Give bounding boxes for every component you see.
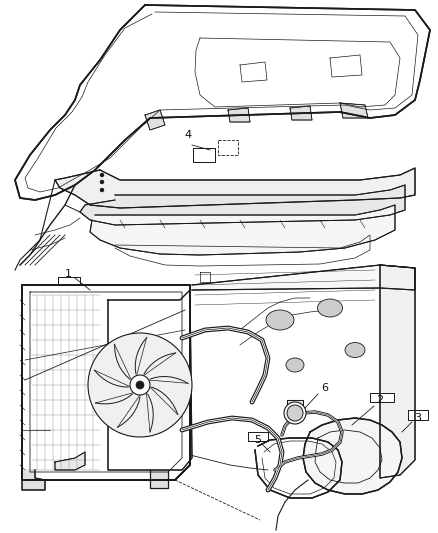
Polygon shape xyxy=(90,205,395,255)
Ellipse shape xyxy=(286,358,304,372)
Polygon shape xyxy=(193,148,215,162)
Polygon shape xyxy=(370,393,394,402)
Polygon shape xyxy=(22,285,190,480)
Text: 6: 6 xyxy=(321,383,328,393)
Polygon shape xyxy=(192,265,415,290)
Text: 2: 2 xyxy=(376,395,384,405)
Circle shape xyxy=(287,405,303,421)
Circle shape xyxy=(284,402,306,424)
Circle shape xyxy=(136,381,144,389)
Polygon shape xyxy=(228,108,250,122)
Circle shape xyxy=(100,181,103,183)
Circle shape xyxy=(100,189,103,191)
Circle shape xyxy=(130,375,150,395)
Polygon shape xyxy=(55,168,415,208)
Text: 4: 4 xyxy=(184,130,191,140)
Polygon shape xyxy=(145,110,165,130)
Text: 5: 5 xyxy=(254,435,261,445)
Polygon shape xyxy=(22,470,45,490)
Text: 3: 3 xyxy=(414,413,421,423)
Polygon shape xyxy=(380,265,415,478)
Polygon shape xyxy=(290,106,312,120)
Polygon shape xyxy=(150,470,168,488)
Circle shape xyxy=(100,174,103,176)
Polygon shape xyxy=(108,290,192,470)
Ellipse shape xyxy=(345,343,365,358)
Ellipse shape xyxy=(266,310,294,330)
Polygon shape xyxy=(58,277,80,285)
Polygon shape xyxy=(80,185,405,225)
Circle shape xyxy=(88,333,192,437)
Polygon shape xyxy=(408,410,428,420)
Text: 1: 1 xyxy=(64,269,71,279)
Polygon shape xyxy=(287,400,303,405)
Polygon shape xyxy=(340,103,368,118)
Polygon shape xyxy=(248,432,268,441)
Polygon shape xyxy=(55,452,85,470)
Polygon shape xyxy=(15,5,430,200)
Polygon shape xyxy=(303,418,402,494)
Bar xyxy=(0,245,438,533)
Polygon shape xyxy=(255,438,342,498)
Ellipse shape xyxy=(318,299,343,317)
